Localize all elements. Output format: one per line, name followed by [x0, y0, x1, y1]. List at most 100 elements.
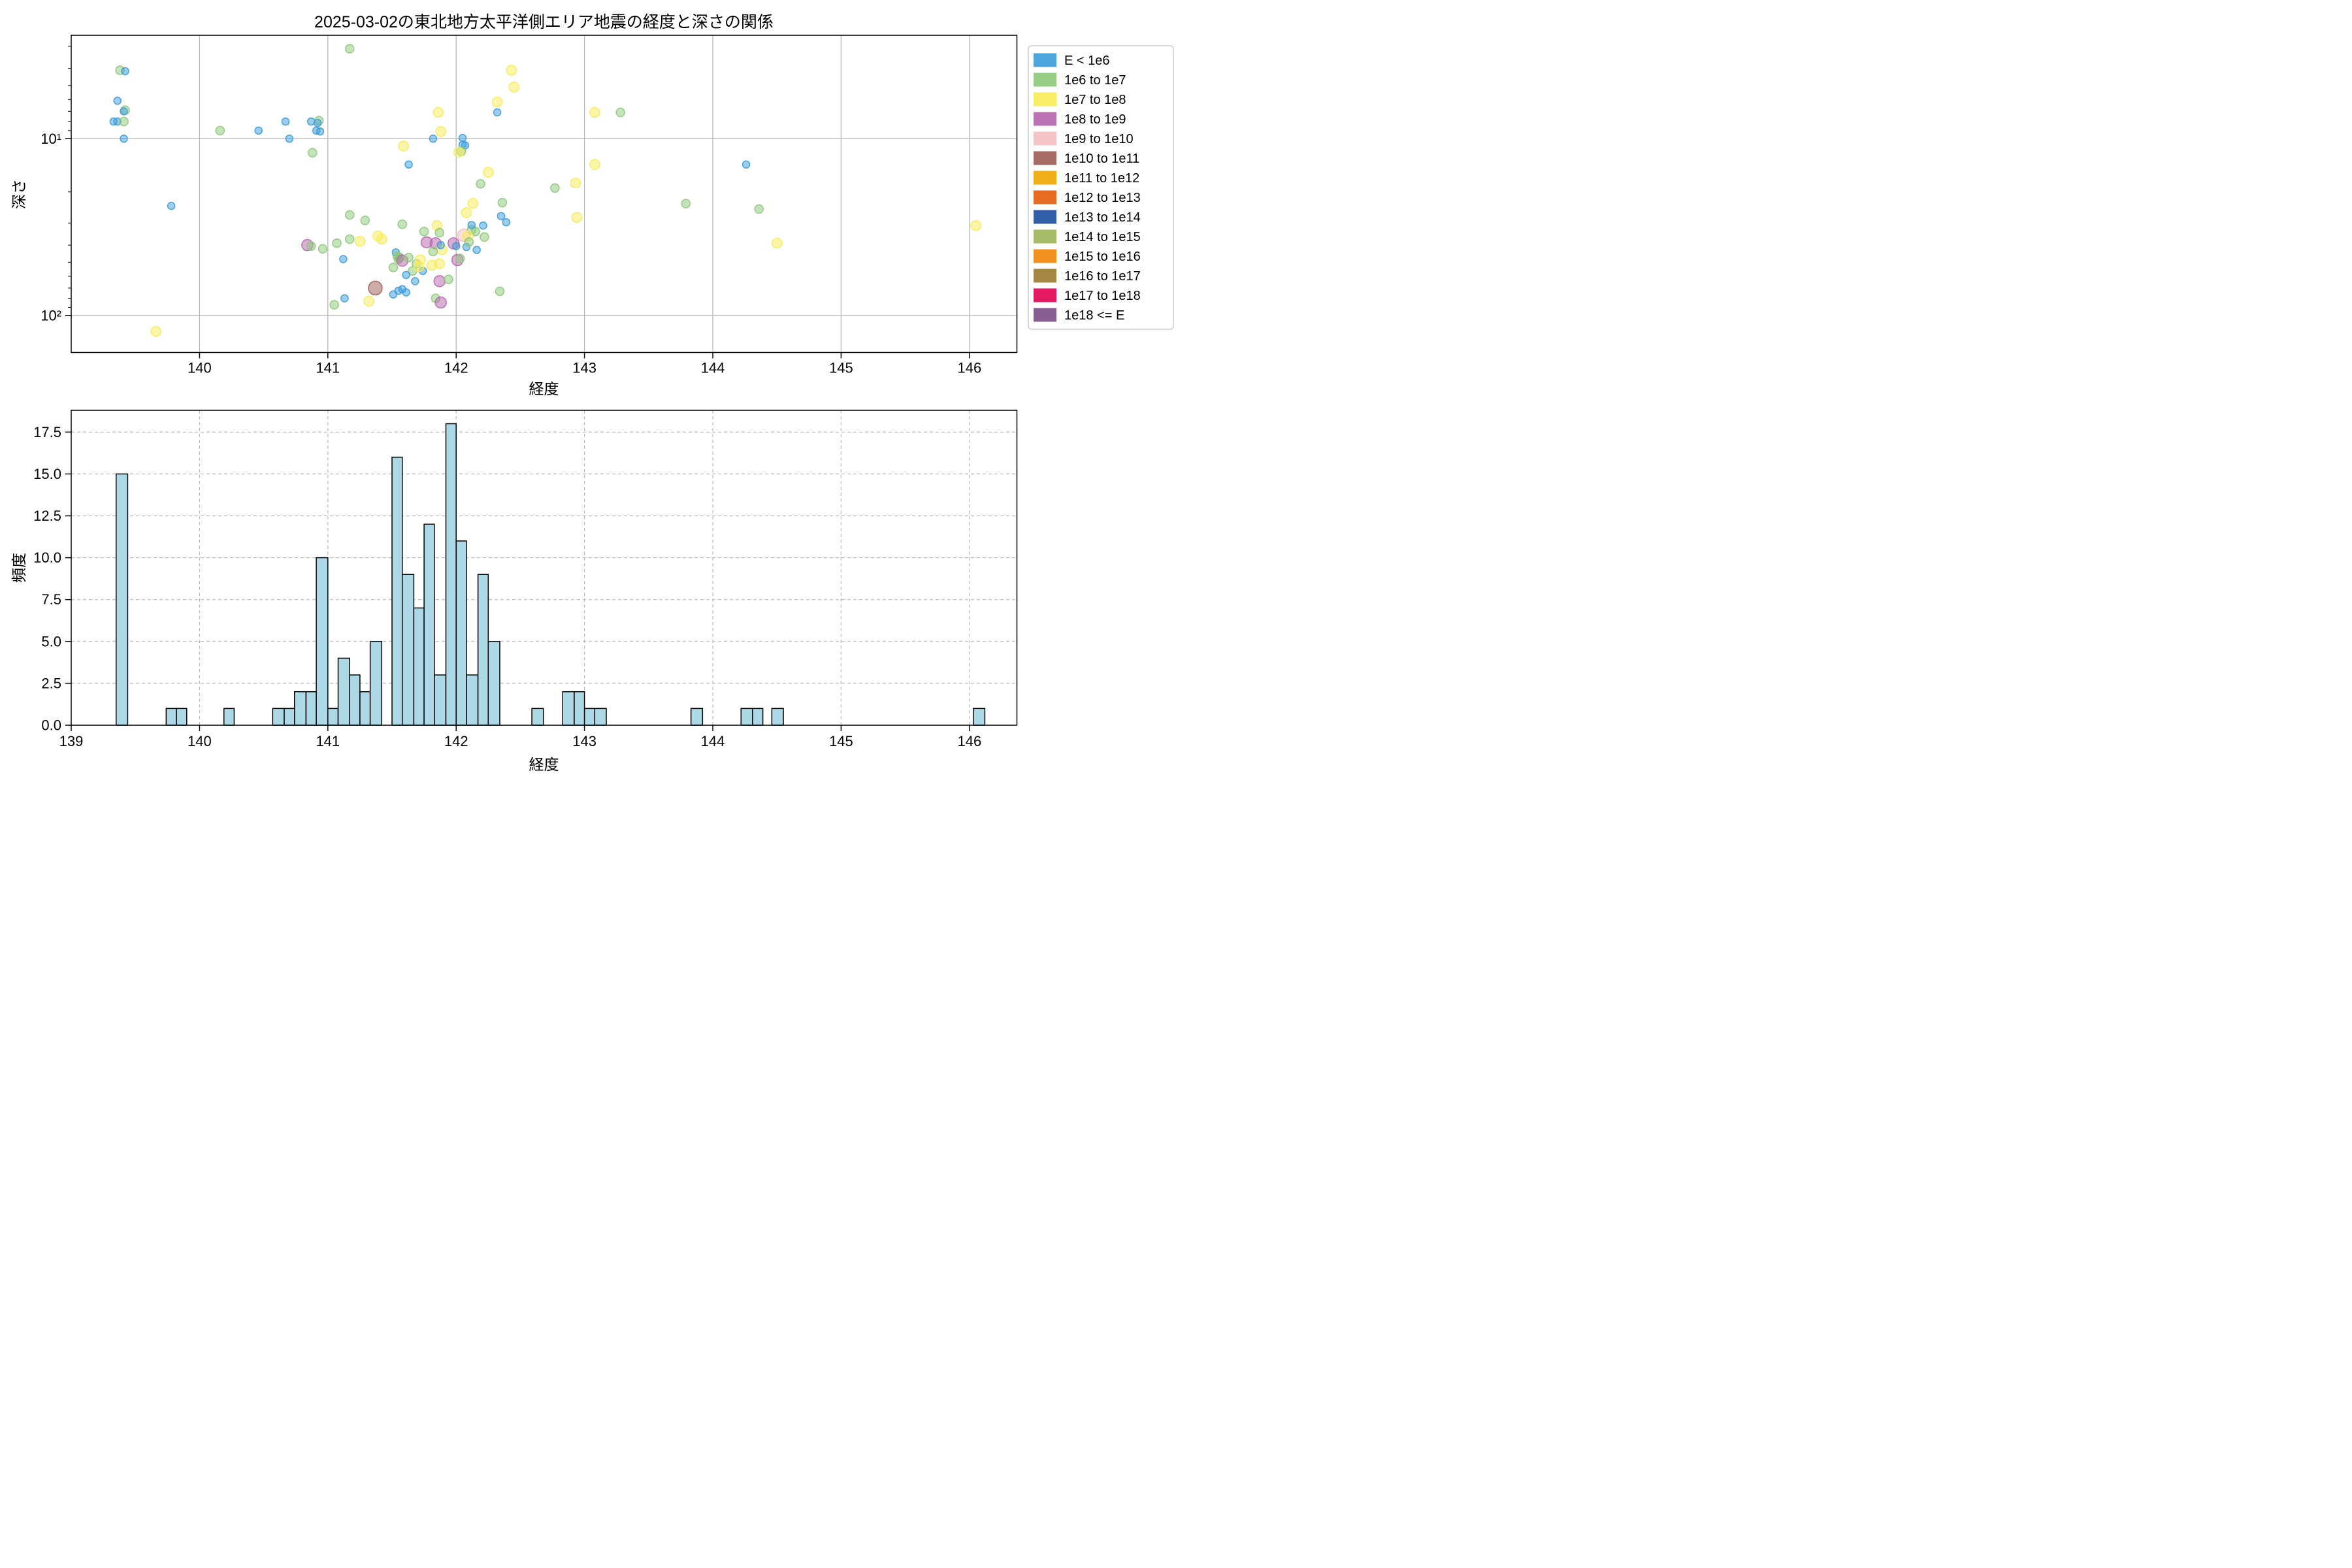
legend-swatch: [1034, 131, 1056, 146]
histogram-bar: [740, 708, 753, 726]
histogram-bar: [583, 708, 596, 726]
scatter-point: [397, 220, 407, 229]
legend-label: 1e14 to 1e15: [1064, 230, 1141, 244]
histogram-bar: [401, 574, 415, 726]
histogram-bar: [487, 641, 500, 726]
histogram-bar: [391, 457, 403, 726]
histogram-bar: [531, 708, 544, 726]
histogram-bar: [690, 708, 704, 726]
scatter-point: [453, 146, 465, 157]
scatter-point: [467, 197, 478, 209]
scatter-point: [771, 237, 783, 249]
hist-ylabel: 頻度: [10, 553, 27, 583]
figure-title: 2025-03-02の東北地方太平洋側エリア地震の経度と深さの関係: [314, 13, 774, 31]
histogram-bar: [434, 674, 447, 726]
legend-label: 1e10 to 1e11: [1064, 152, 1139, 166]
scatter-point: [414, 261, 425, 272]
scatter-point: [476, 179, 485, 189]
histogram-bar: [327, 708, 339, 726]
scatter-point: [368, 280, 383, 296]
legend-swatch: [1034, 288, 1056, 302]
scatter-point: [113, 96, 122, 105]
scatter-point: [444, 274, 453, 284]
scatter-point: [434, 258, 445, 269]
scatter-frame: [71, 35, 1018, 353]
scatter-point: [402, 270, 410, 280]
legend-swatch: [1034, 112, 1056, 126]
scatter-point: [306, 241, 316, 251]
scatter-point: [316, 127, 325, 136]
histogram-bar: [562, 691, 575, 726]
histogram-bar: [574, 691, 585, 726]
legend-swatch: [1034, 269, 1056, 283]
histogram-bar: [349, 674, 361, 726]
scatter-point: [360, 216, 370, 225]
x-tick-label: 141: [316, 733, 340, 749]
histogram-bar: [445, 423, 457, 726]
scatter-point: [150, 325, 161, 337]
scatter-point: [571, 212, 583, 223]
scatter-point: [434, 296, 447, 309]
scatter-point: [433, 106, 444, 118]
scatter-point: [506, 65, 517, 76]
histogram-bar: [752, 708, 764, 726]
scatter-point: [344, 44, 355, 54]
y-tick-label: 2.5: [41, 675, 61, 691]
histogram-bar: [337, 657, 350, 726]
legend-swatch: [1034, 171, 1056, 185]
histogram-bar: [284, 708, 295, 726]
scatter-point: [428, 246, 438, 257]
scatter-point: [329, 300, 339, 310]
legend-label: 1e12 to 1e13: [1064, 191, 1141, 205]
scatter-point: [455, 253, 465, 263]
legend-label: 1e16 to 1e17: [1064, 269, 1141, 284]
legend: E < 1e6 1e6 to 1e7 1e7 to 1e8 1e8 to 1e9 1e9…: [1028, 45, 1174, 330]
scatter-point: [434, 227, 444, 238]
scatter-point: [435, 125, 446, 137]
scatter-point: [470, 227, 480, 237]
y-tick-label: 5.0: [41, 633, 61, 649]
scatter-point: [458, 133, 467, 142]
legend-swatch: [1034, 92, 1056, 106]
x-tick-label: 142: [444, 733, 468, 749]
legend-swatch: [1034, 53, 1056, 67]
legend-label: 1e7 to 1e8: [1064, 93, 1126, 107]
scatter-ylabel: 深さ: [10, 179, 27, 209]
scatter-point: [313, 118, 322, 127]
histogram-bar: [359, 691, 371, 726]
scatter-point: [497, 212, 506, 220]
y-tick-label: 17.5: [33, 424, 61, 440]
scatter-point: [479, 221, 487, 230]
x-tick-label: 142: [444, 360, 468, 376]
y-tick-label: 10²: [41, 307, 61, 323]
scatter-point: [340, 294, 349, 302]
scatter-point: [467, 221, 476, 229]
scatter-point: [464, 237, 474, 247]
scatter-point: [570, 177, 581, 189]
y-tick-label: 10.0: [33, 549, 61, 566]
histogram-bar: [466, 674, 479, 726]
scatter-point: [433, 275, 446, 287]
scatter-point: [483, 167, 494, 178]
histogram-bar: [594, 708, 607, 726]
scatter-point: [339, 255, 348, 263]
x-tick-label: 141: [316, 360, 340, 376]
x-tick-label: 144: [701, 360, 725, 376]
scatter-point: [754, 204, 764, 214]
histogram-panel: 139 140 141 142 143 144 145 146 0.0 2.5 5.0 7.5 10.0…: [33, 410, 1018, 749]
scatter-point: [493, 108, 502, 117]
histogram-bar: [293, 691, 307, 726]
scatter-point: [480, 232, 489, 242]
scatter-point: [436, 240, 445, 250]
legend-label: 1e11 to 1e12: [1064, 171, 1139, 186]
scatter-point: [318, 244, 328, 254]
scatter-point: [491, 96, 503, 108]
scatter-point: [376, 233, 387, 245]
chart-canvas: 140 141 142 143 144 145 146 10¹ 10² 139 140 141 142…: [10, 13, 1174, 773]
y-tick-label: 10¹: [41, 131, 61, 147]
legend-box: [1028, 45, 1174, 330]
legend-label: E < 1e6: [1064, 54, 1110, 68]
histogram-bar: [272, 708, 285, 726]
scatter-point: [472, 246, 481, 254]
legend-swatch: [1034, 229, 1056, 244]
